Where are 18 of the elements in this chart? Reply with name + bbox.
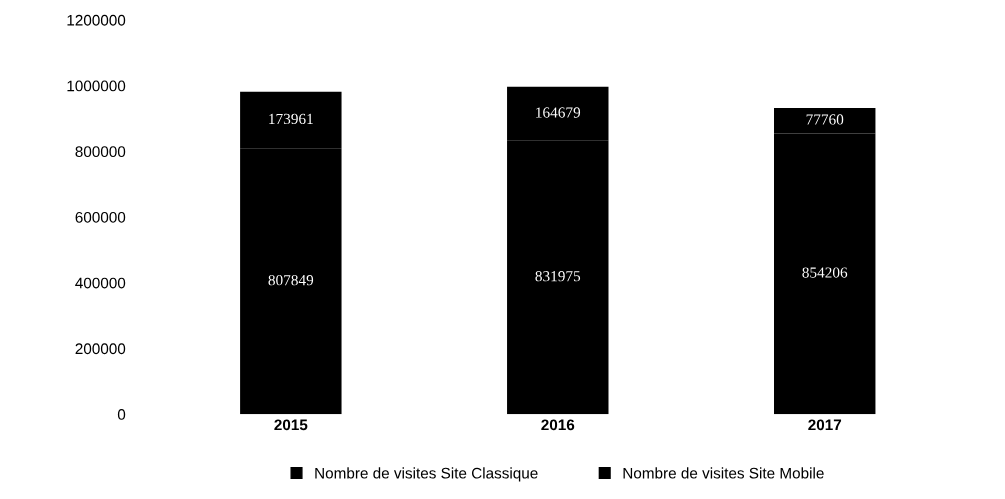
legend-label: Nombre de visites Site Mobile [623,467,824,479]
y-tick-label: 200000 [75,343,126,355]
y-tick-label: 800000 [75,146,126,158]
data-label: 173961 [269,113,313,125]
y-tick-label: 400000 [75,277,126,289]
y-tick-label: 600000 [75,211,126,223]
x-tick-label: 2015 [274,419,308,431]
y-tick-label: 1000000 [67,80,126,92]
data-label: 831975 [535,271,581,282]
data-label: 807849 [268,274,314,286]
x-tick-label: 2016 [541,419,575,431]
data-label: 164679 [536,107,581,118]
y-tick-label: 1200000 [67,14,126,26]
x-tick-label: 2017 [808,419,842,431]
legend-label: Nombre de visites Site Classique [315,467,538,482]
data-label: 854206 [802,267,848,278]
y-tick-label: 0 [117,409,126,420]
data-label: 77760 [806,114,844,125]
